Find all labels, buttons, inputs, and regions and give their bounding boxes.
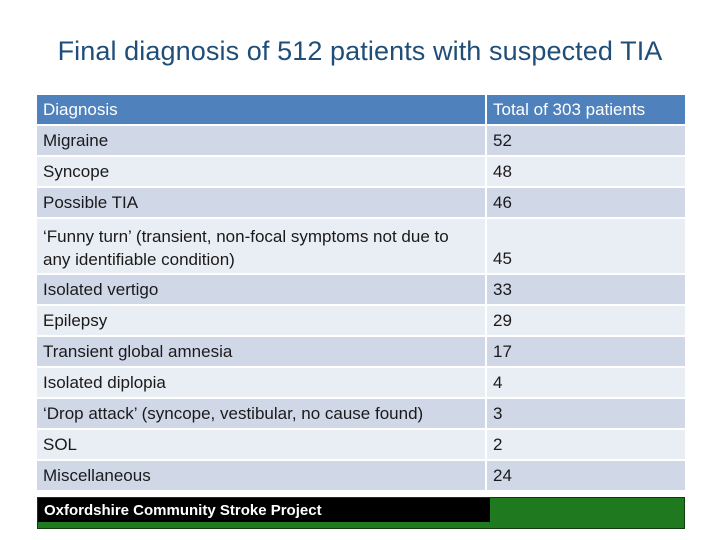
table-row: ‘Funny turn’ (transient, non-focal sympt… bbox=[37, 219, 685, 275]
count-cell: 33 bbox=[487, 275, 685, 306]
count-cell: 3 bbox=[487, 399, 685, 430]
header-diagnosis: Diagnosis bbox=[37, 95, 487, 126]
count-cell: 48 bbox=[487, 157, 685, 188]
diagnosis-cell: SOL bbox=[37, 430, 487, 461]
diagnosis-cell: ‘Drop attack’ (syncope, vestibular, no c… bbox=[37, 399, 487, 430]
count-cell: 2 bbox=[487, 430, 685, 461]
table-row: Isolated diplopia 4 bbox=[37, 368, 685, 399]
count-cell: 29 bbox=[487, 306, 685, 337]
count-cell: 4 bbox=[487, 368, 685, 399]
diagnosis-cell: ‘Funny turn’ (transient, non-focal sympt… bbox=[37, 219, 487, 275]
diagnosis-cell: Transient global amnesia bbox=[37, 337, 487, 368]
diagnosis-cell: Miscellaneous bbox=[37, 461, 487, 492]
table-header-row: Diagnosis Total of 303 patients bbox=[37, 95, 685, 126]
diagnosis-table: Diagnosis Total of 303 patients Migraine… bbox=[37, 95, 685, 492]
table-row: Possible TIA 46 bbox=[37, 188, 685, 219]
table-row: Syncope 48 bbox=[37, 157, 685, 188]
header-total: Total of 303 patients bbox=[487, 95, 685, 126]
count-cell: 17 bbox=[487, 337, 685, 368]
source-footer: Oxfordshire Community Stroke Project bbox=[37, 497, 685, 529]
slide-title: Final diagnosis of 512 patients with sus… bbox=[57, 36, 663, 66]
table-row: Isolated vertigo 33 bbox=[37, 275, 685, 306]
diagnosis-cell: Migraine bbox=[37, 126, 487, 157]
count-cell: 24 bbox=[487, 461, 685, 492]
count-cell: 45 bbox=[487, 219, 685, 275]
diagnosis-cell: Isolated diplopia bbox=[37, 368, 487, 399]
table-row: Migraine 52 bbox=[37, 126, 685, 157]
table-row: ‘Drop attack’ (syncope, vestibular, no c… bbox=[37, 399, 685, 430]
diagnosis-cell: Isolated vertigo bbox=[37, 275, 487, 306]
table-row: Transient global amnesia 17 bbox=[37, 337, 685, 368]
diagnosis-cell: Syncope bbox=[37, 157, 487, 188]
source-label: Oxfordshire Community Stroke Project bbox=[38, 498, 490, 522]
diagnosis-cell: Epilepsy bbox=[37, 306, 487, 337]
table-row: SOL 2 bbox=[37, 430, 685, 461]
count-cell: 52 bbox=[487, 126, 685, 157]
count-cell: 46 bbox=[487, 188, 685, 219]
table-row: Epilepsy 29 bbox=[37, 306, 685, 337]
diagnosis-cell: Possible TIA bbox=[37, 188, 487, 219]
table-row: Miscellaneous 24 bbox=[37, 461, 685, 492]
